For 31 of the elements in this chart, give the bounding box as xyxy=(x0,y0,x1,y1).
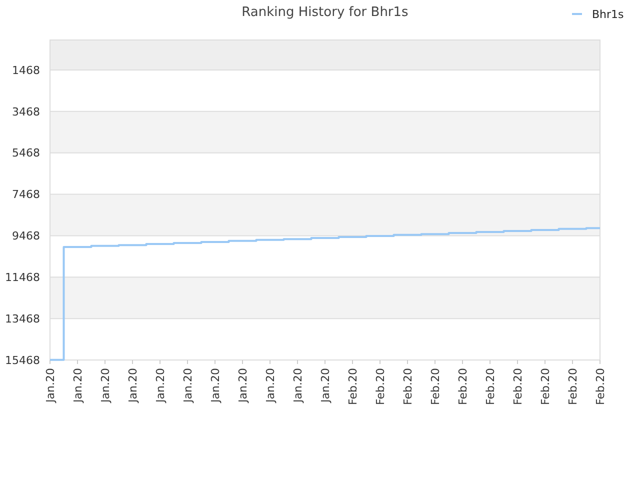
x-tick-label: Jan.20 xyxy=(98,368,112,404)
y-tick-label: 15468 xyxy=(5,354,40,367)
y-tick-label: 13468 xyxy=(5,312,40,326)
y-tick-label: 11468 xyxy=(5,270,40,284)
x-tick-label: Feb.20 xyxy=(484,368,497,405)
y-tick-label: 9468 xyxy=(12,230,40,243)
x-tick-label: Feb.20 xyxy=(346,368,360,405)
y-tick-label: 1468 xyxy=(12,64,40,77)
x-tick-label: Jan.20 xyxy=(208,368,222,404)
x-tick-label: Feb.20 xyxy=(538,368,552,405)
x-tick-label: Feb.20 xyxy=(566,368,580,405)
x-tick-label: Jan.20 xyxy=(71,368,84,404)
x-tick-label: Jan.20 xyxy=(264,368,277,404)
x-tick-label: Feb.20 xyxy=(511,368,524,405)
x-tick-label: Jan.20 xyxy=(154,368,167,404)
chart-title: Ranking History for Bhr1s xyxy=(242,5,409,20)
x-tick-label: Feb.20 xyxy=(374,368,387,405)
y-tick-label: 3468 xyxy=(12,105,40,118)
x-tick-label: Jan.20 xyxy=(318,368,332,404)
x-tick-label: Jan.20 xyxy=(291,368,304,404)
x-tick-label: Jan.20 xyxy=(44,368,57,404)
y-tick-label: 7468 xyxy=(12,188,40,202)
x-tick-label: Jan.20 xyxy=(236,368,250,404)
y-tick-label: 5468 xyxy=(12,146,40,160)
x-tick-label: Jan.20 xyxy=(181,368,194,404)
x-tick-label: Feb.20 xyxy=(428,368,442,405)
legend-label: Bhr1s xyxy=(592,8,624,21)
x-tick-label: Feb.20 xyxy=(456,368,470,405)
x-tick-label: Feb.20 xyxy=(594,368,607,405)
x-tick-label: Jan.20 xyxy=(126,368,140,404)
x-tick-label: Feb.20 xyxy=(401,368,414,405)
